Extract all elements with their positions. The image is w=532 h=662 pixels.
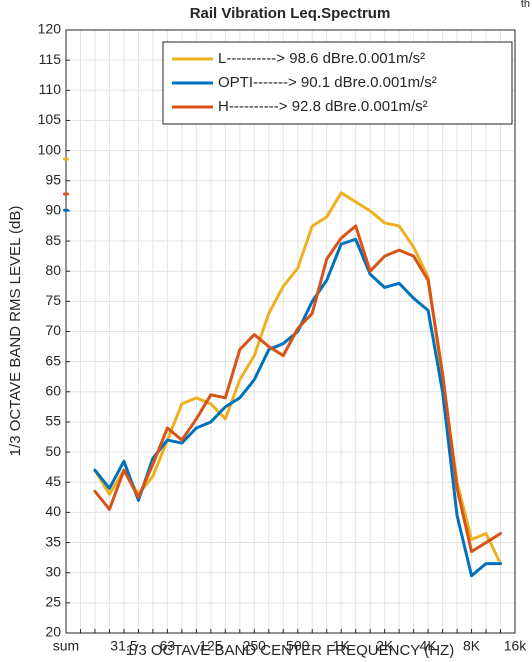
y-tick-label: 65 [45,352,61,368]
x-tick-label: 2K [376,638,394,654]
y-tick-label: 75 [45,292,61,308]
y-tick-label: 45 [45,473,61,489]
y-tick-label: 20 [45,624,61,640]
x-tick-label: 1K [333,638,351,654]
y-tick-label: 110 [39,81,62,97]
axes-box [65,29,516,634]
y-tick-label: 30 [45,563,61,579]
y-tick-label: 85 [45,232,61,248]
y-tick-label: 25 [45,594,61,610]
y-tick-label: 55 [45,413,61,429]
series-line [93,224,503,554]
x-tick-label: 63 [160,638,176,654]
y-tick-label: 115 [39,51,62,67]
y-tick-label: 50 [45,443,61,459]
legend-box [162,41,513,125]
legend-label: OPTI-------> 90.1 dBre.0.001m/s² [218,74,437,91]
y-tick-label: 95 [45,171,61,187]
x-tick-label: 4K [420,638,438,654]
y-tick-label: 105 [38,111,62,127]
y-tick-label: 40 [45,503,61,519]
x-tick-label: 250 [243,638,267,654]
y-axis-label: 1/3 OCTAVE BAND RMS LEVEL (dB) [7,206,24,457]
x-axis-label: 1/3 OCTAVE BAND CENTER FREQUENCY (HZ) [126,642,454,659]
y-tick-label: 120 [38,21,62,37]
y-tick-label: 100 [38,141,62,157]
chart-title: Rail Vibration Leq.Spectrum [190,5,391,22]
y-tick-label: 70 [45,322,61,338]
corner-text: th [521,0,530,10]
x-tick-label: 500 [286,638,310,654]
y-tick-label: 60 [45,383,61,399]
x-tick-label: sum [53,638,79,654]
x-tick-label: 31.5 [110,638,137,654]
x-tick-label: 125 [199,638,223,654]
y-tick-label: 90 [45,202,61,218]
x-tick-label: 8K [463,638,481,654]
legend-label: H----------> 92.8 dBre.0.001m/s² [218,98,428,115]
y-tick-label: 35 [45,533,61,549]
x-tick-label: 16k [504,638,528,654]
legend-label: L----------> 98.6 dBre.0.001m/s² [218,50,425,67]
y-tick-label: 80 [45,262,61,278]
